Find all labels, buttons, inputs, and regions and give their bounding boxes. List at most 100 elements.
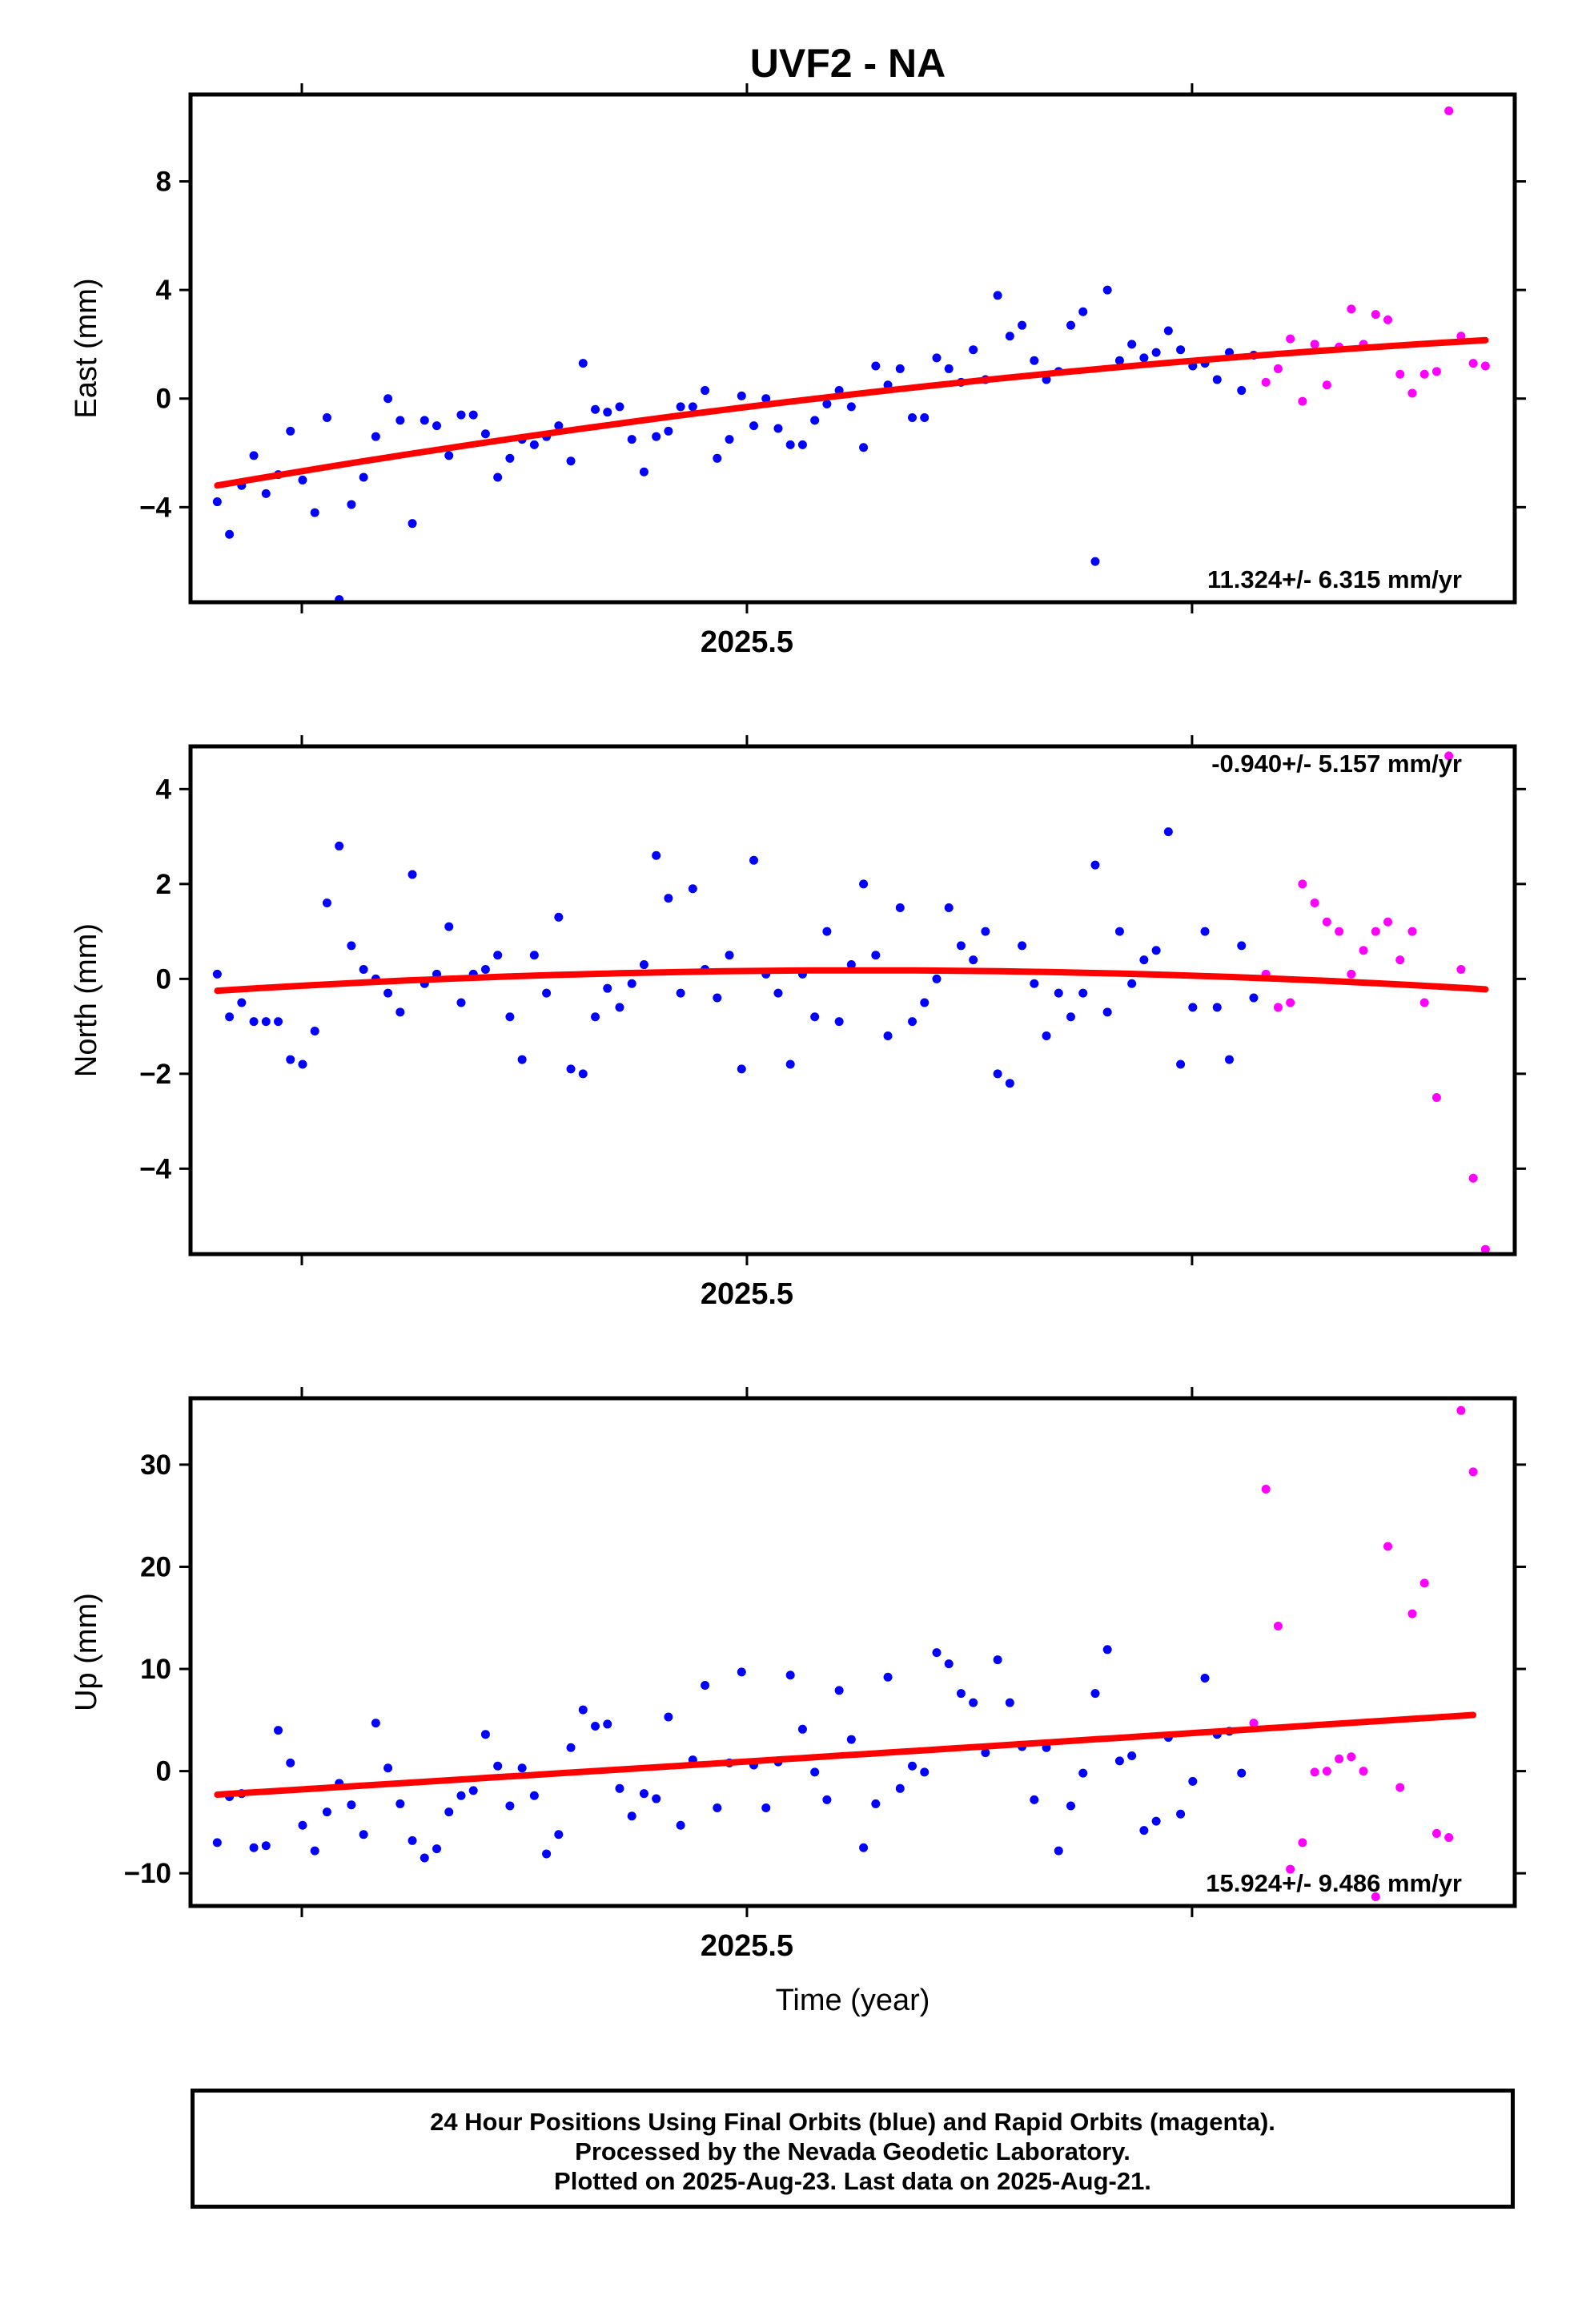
final-orbit-point xyxy=(1237,386,1247,396)
final-orbit-point xyxy=(785,1671,795,1680)
final-orbit-point xyxy=(566,1743,576,1752)
final-orbit-point xyxy=(225,1012,235,1022)
final-orbit-point xyxy=(810,1012,820,1022)
final-orbit-point xyxy=(737,391,746,400)
final-orbit-point xyxy=(895,364,905,373)
final-orbit-point xyxy=(1176,1809,1186,1819)
final-orbit-point xyxy=(652,1794,661,1803)
final-orbit-point xyxy=(1102,1007,1112,1017)
final-orbit-point xyxy=(396,1799,405,1808)
final-orbit-point xyxy=(444,451,454,460)
rapid-orbit-point xyxy=(1371,310,1380,320)
final-orbit-point xyxy=(883,1672,893,1682)
y-tick-label: −2 xyxy=(139,1059,171,1090)
final-orbit-point xyxy=(603,983,612,993)
rapid-orbit-point xyxy=(1273,364,1283,373)
final-orbit-point xyxy=(298,1820,307,1830)
final-orbit-point xyxy=(1176,345,1186,355)
rapid-orbit-point xyxy=(1395,955,1405,965)
y-axis-label: Up (mm) xyxy=(70,1593,103,1711)
final-orbit-point xyxy=(408,519,417,529)
rapid-orbit-point xyxy=(1444,1833,1454,1843)
plot-area xyxy=(212,1405,1478,1902)
rapid-orbit-point xyxy=(1273,1003,1283,1012)
final-orbit-point xyxy=(822,1795,832,1804)
final-orbit-point xyxy=(1188,1776,1198,1786)
rapid-orbit-point xyxy=(1456,1405,1466,1415)
final-orbit-point xyxy=(1237,1768,1247,1778)
final-orbit-point xyxy=(1237,941,1247,951)
final-orbit-point xyxy=(286,426,295,436)
final-orbit-point xyxy=(944,903,954,912)
final-orbit-point xyxy=(1127,1751,1137,1760)
x-axis-label: Time (year) xyxy=(776,1984,930,2017)
final-orbit-point xyxy=(664,426,673,436)
rapid-orbit-point xyxy=(1371,927,1380,936)
final-orbit-point xyxy=(1066,1801,1076,1811)
final-orbit-point xyxy=(529,440,539,449)
final-orbit-point xyxy=(432,1844,442,1854)
rapid-orbit-point xyxy=(1419,369,1429,379)
rapid-orbit-point xyxy=(1359,1767,1368,1776)
final-orbit-point xyxy=(615,1783,624,1793)
final-orbit-point xyxy=(993,1655,1002,1665)
final-orbit-point xyxy=(1102,285,1112,295)
trend-line xyxy=(214,336,1489,489)
final-orbit-point xyxy=(1090,1689,1100,1699)
final-orbit-point xyxy=(212,969,222,979)
final-orbit-point xyxy=(920,412,930,422)
final-orbit-point xyxy=(895,903,905,912)
final-orbit-point xyxy=(664,894,673,903)
final-orbit-point xyxy=(1018,941,1027,951)
final-orbit-point xyxy=(725,951,734,960)
y-tick-label: 0 xyxy=(156,963,171,995)
rapid-orbit-point xyxy=(1359,946,1368,955)
y-tick-label: 0 xyxy=(156,1756,171,1787)
rapid-orbit-point xyxy=(1468,1467,1478,1477)
final-orbit-point xyxy=(615,1003,624,1012)
final-orbit-point xyxy=(444,922,454,931)
rapid-orbit-point xyxy=(1444,751,1454,761)
final-orbit-point xyxy=(859,879,869,889)
final-orbit-point xyxy=(920,1767,930,1777)
rapid-orbit-point xyxy=(1407,388,1417,398)
final-orbit-point xyxy=(517,1763,527,1773)
final-orbit-point xyxy=(554,421,564,431)
rapid-orbit-point xyxy=(1322,380,1331,390)
plot-frame xyxy=(188,1396,1517,1908)
final-orbit-point xyxy=(1090,557,1100,566)
final-orbit-point xyxy=(1005,332,1014,341)
final-orbit-point xyxy=(1078,988,1088,998)
final-orbit-point xyxy=(615,402,624,412)
final-orbit-point xyxy=(408,1835,417,1845)
final-orbit-point xyxy=(261,1017,271,1027)
final-orbit-point xyxy=(578,359,588,368)
final-orbit-point xyxy=(383,394,393,404)
final-orbit-point xyxy=(627,435,636,444)
final-orbit-point xyxy=(920,998,930,1007)
rapid-orbit-point xyxy=(1444,106,1454,115)
rapid-orbit-point xyxy=(1480,1244,1490,1254)
final-orbit-point xyxy=(261,489,271,498)
final-orbit-point xyxy=(1066,1012,1076,1022)
final-orbit-point xyxy=(542,1849,552,1859)
final-orbit-point xyxy=(347,1800,356,1810)
final-orbit-point xyxy=(371,1719,380,1728)
final-orbit-point xyxy=(822,927,832,936)
final-orbit-point xyxy=(639,1789,648,1799)
y-tick-label: 10 xyxy=(140,1654,171,1685)
final-orbit-point xyxy=(347,941,356,951)
chart-title: UVF2 - NA xyxy=(750,41,946,86)
final-orbit-point xyxy=(701,386,710,396)
final-orbit-point xyxy=(981,1748,990,1758)
final-orbit-point xyxy=(456,1791,466,1800)
final-orbit-point xyxy=(1078,1768,1088,1778)
rapid-orbit-point xyxy=(1261,377,1271,387)
final-orbit-point xyxy=(554,912,564,922)
final-orbit-point xyxy=(322,1807,331,1817)
final-orbit-point xyxy=(652,850,661,860)
final-orbit-point xyxy=(725,435,734,444)
final-orbit-point xyxy=(1042,375,1051,384)
final-orbit-point xyxy=(846,1735,856,1744)
rapid-orbit-point xyxy=(1261,1485,1271,1494)
